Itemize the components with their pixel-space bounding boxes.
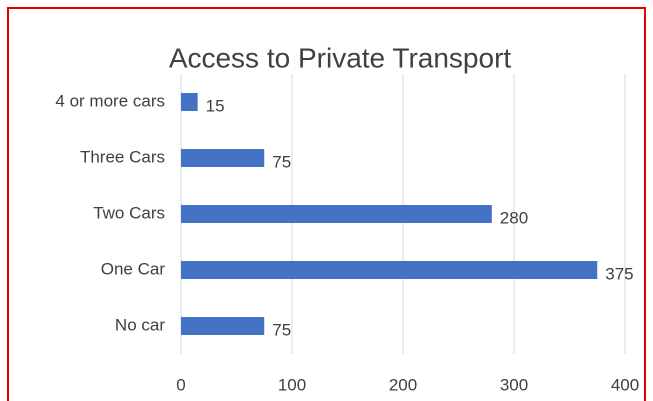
x-tick-label: 0 [176, 375, 185, 394]
x-tick-label: 200 [389, 375, 417, 394]
data-label: 280 [500, 208, 528, 227]
data-label: 75 [272, 152, 291, 171]
chart-title: Access to Private Transport [169, 42, 512, 73]
y-tick-label: Three Cars [80, 147, 165, 166]
data-label: 375 [605, 264, 633, 283]
data-label: 15 [206, 96, 225, 115]
bar [181, 93, 198, 111]
y-tick-label: 4 or more cars [55, 91, 165, 110]
x-tick-label: 300 [500, 375, 528, 394]
bar [181, 205, 492, 223]
bar [181, 317, 265, 335]
y-tick-label: One Car [101, 259, 166, 278]
y-tick-label: No car [115, 315, 165, 334]
x-tick-label: 100 [278, 375, 306, 394]
bar [181, 261, 598, 279]
x-tick-label: 400 [611, 375, 639, 394]
frame [7, 7, 646, 401]
data-label: 75 [272, 320, 291, 339]
y-tick-label: Two Cars [93, 203, 165, 222]
bar [181, 149, 265, 167]
